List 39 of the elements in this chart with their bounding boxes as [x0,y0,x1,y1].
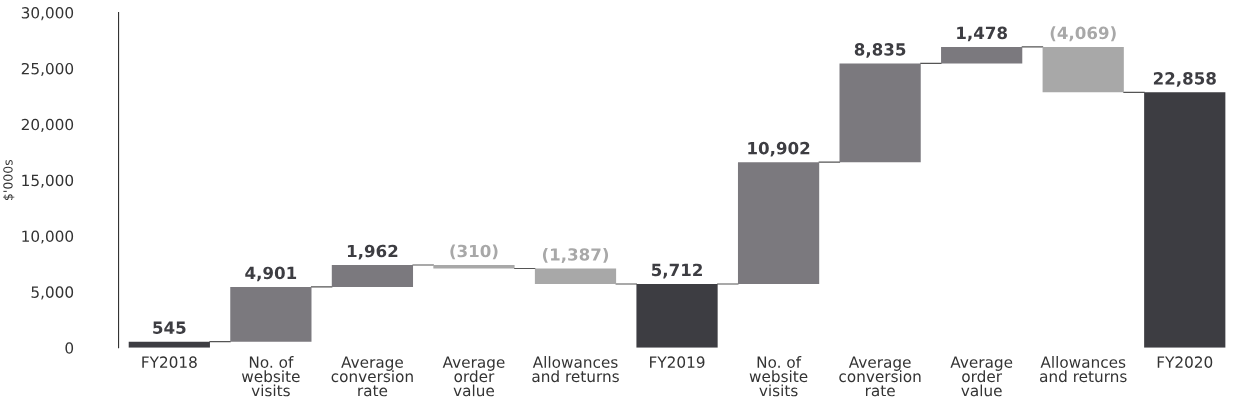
x-tick-label: Average conversion rate [839,356,921,397]
bar [839,63,921,163]
bar [1144,92,1226,348]
y-tick-label: 20,000 [21,118,74,132]
x-tick-label: FY2018 [142,356,197,368]
y-tick-label: 0 [65,342,74,354]
y-tick-label: 5,000 [31,286,74,300]
x-tick-label: Average conversion rate [331,356,413,397]
bar [534,268,617,284]
data-label: (4,069) [1050,26,1116,42]
data-label: 8,835 [854,43,906,58]
x-tick-label: No. of website visits [241,356,300,397]
x-tick-label: FY2019 [650,356,705,368]
x-tick-label: Average order value [442,356,505,397]
x-tick-label: Average order value [950,356,1013,397]
y-tick-label: 30,000 [21,7,74,21]
bar [636,283,718,348]
data-label: 10,902 [748,141,810,157]
data-label: 5,712 [651,263,702,279]
y-tick-label: 25,000 [21,62,74,77]
data-label: 1,962 [347,244,398,260]
data-label: (1,387) [542,247,609,263]
y-tick-label: 15,000 [22,174,74,188]
bar [941,46,1023,64]
data-label: (310) [450,244,498,260]
x-tick-label: Allowances and returns [532,356,619,383]
data-label: 22,858 [1153,72,1216,87]
y-tick-label: 10,000 [22,230,74,244]
bar [1042,46,1124,93]
y-axis-title: $'000s [3,159,15,201]
x-tick-label: FY2020 [1157,356,1213,368]
bar [737,162,820,284]
data-label: 4,901 [245,266,297,282]
x-tick-label: Allowances and returns [1039,356,1127,383]
x-tick-label: No. of website visits [749,356,808,397]
bar [331,265,414,287]
data-label: 545 [153,321,186,334]
data-label: 1,478 [957,26,1007,42]
bar [230,286,312,342]
